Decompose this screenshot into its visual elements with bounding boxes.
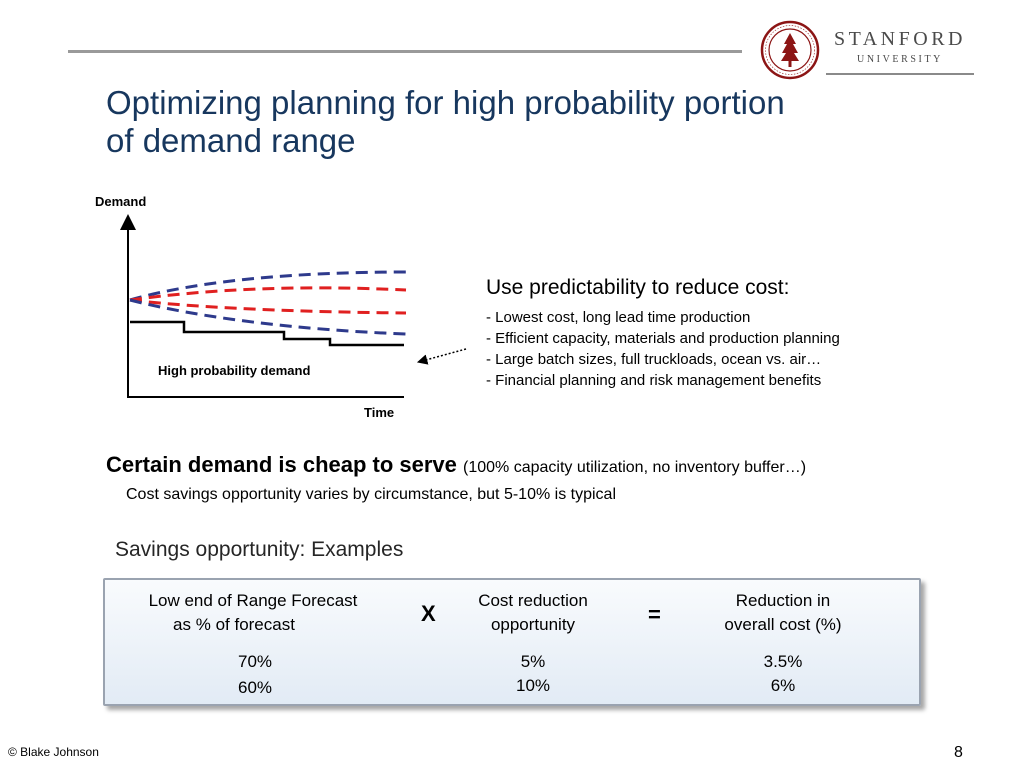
list-item: - Lowest cost, long lead time production xyxy=(486,309,751,326)
brand-name: STANFORD xyxy=(834,28,966,50)
upper-mid-dashed-line xyxy=(129,286,407,302)
list-item: - Large batch sizes, full truckloads, oc… xyxy=(486,351,822,368)
row-2-low-end: 60% xyxy=(237,678,273,697)
band-label: High probability demand xyxy=(158,363,311,378)
predictability-block: Use predictability to reduce cost: - Low… xyxy=(486,275,840,391)
col2-header: Cost reduction opportunity xyxy=(448,589,618,637)
copyright: © Blake Johnson xyxy=(8,745,99,759)
col1-header-line-1: Low end of Range Forecast xyxy=(148,591,358,610)
stanford-wordmark: STANFORD UNIVERSITY xyxy=(826,28,974,75)
brand-subtitle: UNIVERSITY xyxy=(857,54,943,65)
pointer-arrow xyxy=(416,348,467,365)
page-number: 8 xyxy=(954,744,963,761)
row-2-overall: 6% xyxy=(770,676,796,695)
examples-title: Savings opportunity: Examples xyxy=(115,538,404,561)
page-title: Optimizing planning for high probability… xyxy=(106,84,906,160)
upper-bound-dashed-line xyxy=(129,270,407,302)
col3-header: Reduction in overall cost (%) xyxy=(703,589,863,637)
title-line-2: of demand range xyxy=(106,122,356,159)
col3-header-line-1: Reduction in xyxy=(735,591,831,610)
lower-bound-dashed-line xyxy=(129,298,407,336)
lower-mid-dashed-line xyxy=(129,298,407,315)
certain-demand-detail: (100% capacity utilization, no inventory… xyxy=(463,459,807,476)
col2-header-line-2: opportunity xyxy=(490,615,576,634)
x-axis-label: Time xyxy=(364,405,395,420)
list-item: - Financial planning and risk management… xyxy=(486,372,822,389)
col2-header-line-1: Cost reduction xyxy=(478,591,588,610)
multiply-operator: X xyxy=(421,601,436,626)
row-1-low-end: 70% xyxy=(237,652,273,671)
high-probability-step-line xyxy=(130,320,404,347)
stanford-seal-icon xyxy=(760,20,820,80)
equals-operator: = xyxy=(648,602,661,627)
predictability-list: - Lowest cost, long lead time production… xyxy=(486,307,840,391)
brand-rule xyxy=(826,73,974,75)
savings-note: Cost savings opportunity varies by circu… xyxy=(126,486,616,503)
row-2-cost-reduction: 10% xyxy=(515,676,551,695)
row-1-overall: 3.5% xyxy=(763,652,803,671)
header-rule xyxy=(68,50,742,53)
col1-header: Low end of Range Forecast as % of foreca… xyxy=(123,589,383,637)
certain-demand-heading: Certain demand is cheap to serve xyxy=(106,452,457,477)
predictability-heading: Use predictability to reduce cost: xyxy=(486,276,790,299)
y-axis-label: Demand xyxy=(95,194,147,209)
row-1-cost-reduction: 5% xyxy=(520,652,546,671)
savings-examples-table: Low end of Range Forecast as % of foreca… xyxy=(103,578,921,706)
col3-header-line-2: overall cost (%) xyxy=(724,615,842,634)
col1-header-line-2: as % of forecast xyxy=(173,615,295,634)
certain-demand-statement: Certain demand is cheap to serve (100% c… xyxy=(106,451,806,482)
title-line-1: Optimizing planning for high probability… xyxy=(106,84,785,121)
list-item: - Efficient capacity, materials and prod… xyxy=(486,330,840,347)
